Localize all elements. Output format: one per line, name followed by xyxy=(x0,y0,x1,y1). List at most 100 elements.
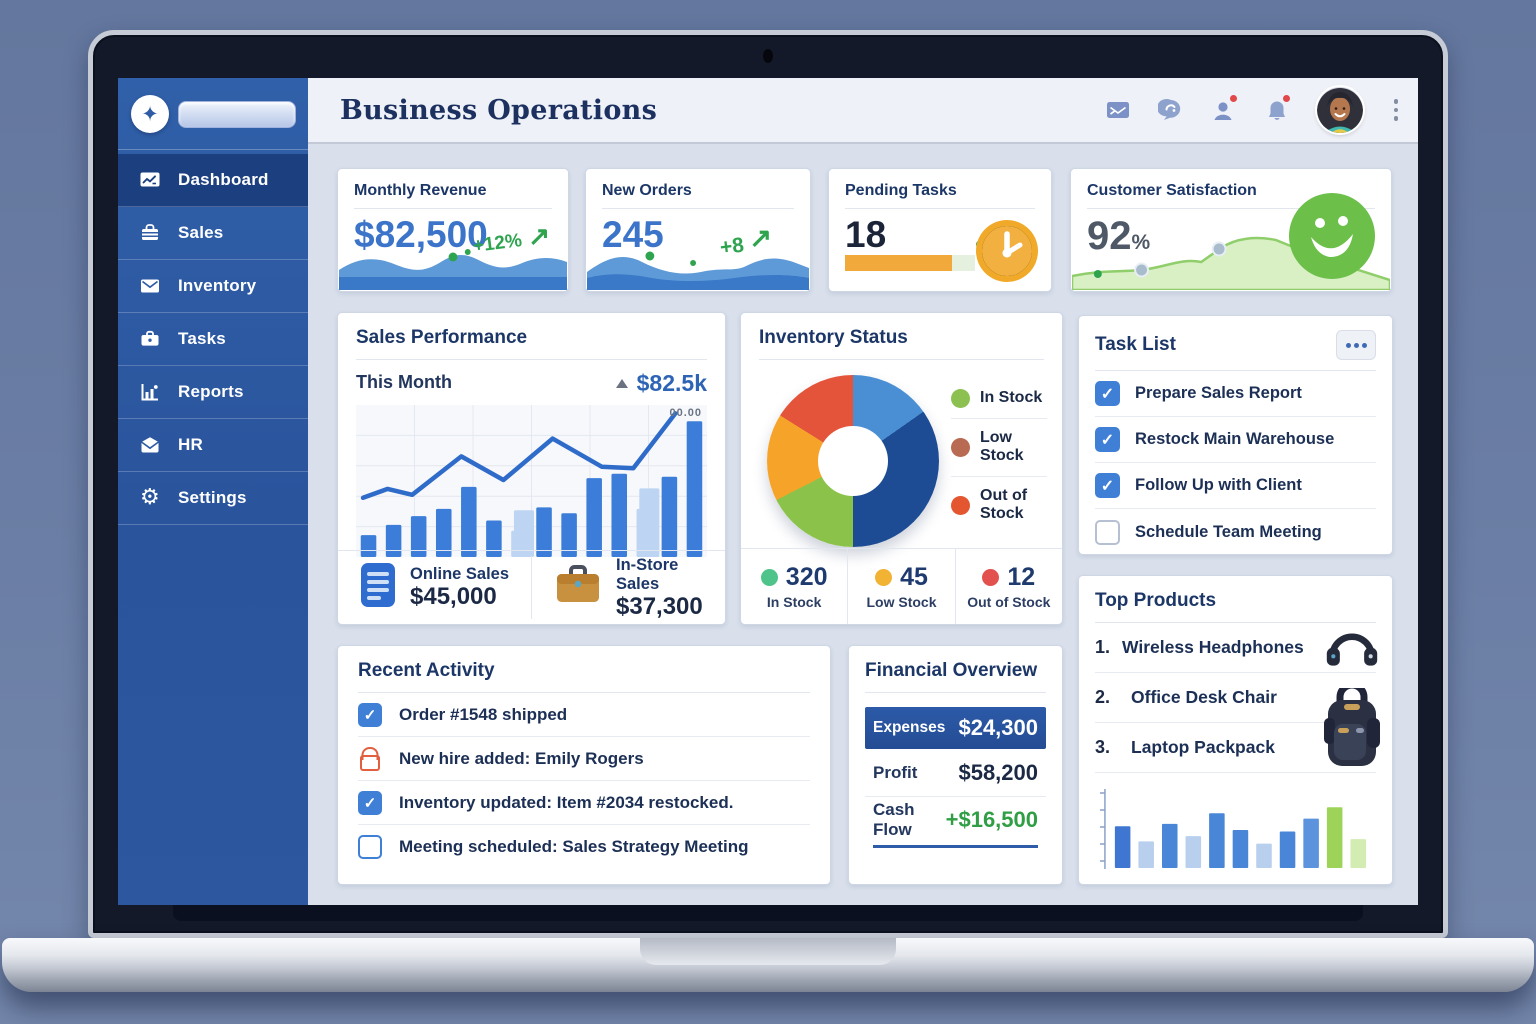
online-sales: Online Sales $45,000 xyxy=(338,562,531,613)
inventory-stats: 320 In Stock 45 Low Stock 12 Out of Stoc… xyxy=(741,548,1062,624)
sidebar-search[interactable] xyxy=(178,101,296,128)
task-row[interactable]: Follow Up with Client xyxy=(1095,463,1376,509)
sales-breakdown: Online Sales $45,000 In-Store Sales $37,… xyxy=(338,550,725,624)
period-value: $82.5k xyxy=(636,370,707,396)
activity-lock-icon xyxy=(358,747,382,771)
backpack-icon xyxy=(1320,681,1384,770)
legend-dot xyxy=(951,495,970,515)
page-title: Business Operations xyxy=(340,94,658,126)
sidebar-top xyxy=(118,78,308,150)
sidebar: Dashboard Sales Inventory xyxy=(118,78,308,905)
activity-row[interactable]: Inventory updated: Item #2034 restocked. xyxy=(358,781,810,825)
stat-dot xyxy=(875,569,893,586)
task-row[interactable]: Schedule Team Meeting xyxy=(1095,509,1376,554)
kpi-title: Monthly Revenue xyxy=(354,182,552,209)
user-avatar[interactable] xyxy=(1316,87,1363,133)
kpi-title: New Orders xyxy=(602,182,794,209)
headphones-icon xyxy=(1324,624,1380,670)
task-list-more-button[interactable] xyxy=(1336,330,1376,360)
up-triangle-icon xyxy=(615,379,628,388)
activity-row[interactable]: New hire added: Emily Rogers xyxy=(358,737,810,781)
sidebar-item-label: Inventory xyxy=(178,276,257,295)
kpi-new-orders-card: New Orders 245 +8 ↗ xyxy=(585,168,811,292)
kpi-unit: % xyxy=(1131,231,1151,254)
sidebar-item-settings[interactable]: ⚙ Settings xyxy=(118,472,308,525)
sidebar-item-reports[interactable]: Reports xyxy=(118,366,308,419)
accent-underline xyxy=(873,845,1038,848)
product-row[interactable]: 2. Office Desk Chair xyxy=(1095,673,1376,723)
legend-item: Out of Stock xyxy=(951,477,1047,534)
sidebar-item-hr[interactable]: HR xyxy=(118,419,308,472)
top-products-chart xyxy=(1095,785,1376,873)
sidebar-item-sales[interactable]: Sales xyxy=(118,207,308,260)
task-checkbox[interactable] xyxy=(1095,473,1120,498)
legend-item: Low Stock xyxy=(951,419,1047,477)
task-row[interactable]: Restock Main Warehouse xyxy=(1095,417,1376,463)
kpi-value: 92% xyxy=(1087,214,1151,258)
sales-bag-icon xyxy=(139,222,161,244)
bell-notification-icon[interactable] xyxy=(1264,93,1292,123)
profile-notification-icon[interactable] xyxy=(1211,93,1239,123)
activity-check-icon xyxy=(358,702,382,727)
task-row[interactable]: Prepare Sales Report xyxy=(1095,371,1376,417)
sidebar-nav: Dashboard Sales Inventory xyxy=(118,150,308,525)
expenses-row: Expenses $24,300 xyxy=(865,707,1046,749)
activity-row[interactable]: Order #1548 shipped xyxy=(358,693,810,737)
recent-activity-card: Recent Activity Order #1548 shipped New … xyxy=(337,645,831,885)
inventory-donut-chart xyxy=(767,375,939,547)
product-row[interactable]: 3. Laptop Packpack xyxy=(1095,723,1376,773)
bar-chart-icon xyxy=(139,381,161,403)
sidebar-item-label: Tasks xyxy=(178,329,226,348)
stat-low-stock: 45 Low Stock xyxy=(847,549,954,624)
trend-up-icon: ↗ xyxy=(528,221,550,251)
task-checkbox[interactable] xyxy=(1095,519,1120,545)
sidebar-item-label: Sales xyxy=(178,223,224,242)
kpi-value: 245 xyxy=(602,214,664,255)
briefcase-icon xyxy=(139,328,161,350)
sidebar-item-label: Dashboard xyxy=(178,170,269,189)
card-title: Financial Overview xyxy=(865,660,1046,693)
task-checkbox[interactable] xyxy=(1095,427,1120,452)
notification-dot xyxy=(1227,93,1239,104)
laptop-base-notch xyxy=(640,938,896,965)
kpi-title: Pending Tasks xyxy=(845,182,1035,209)
orders-sparkline xyxy=(587,232,809,290)
gear-icon: ⚙ xyxy=(140,485,160,510)
legend-dot xyxy=(951,389,970,408)
open-envelope-icon xyxy=(139,434,161,456)
kpi-monthly-revenue-card: Monthly Revenue $82,500 +12% ↗ xyxy=(337,168,569,292)
card-title: Recent Activity xyxy=(358,660,810,693)
tasks-progress-fill xyxy=(845,255,952,271)
kpi-delta: +8 xyxy=(718,233,746,260)
sidebar-item-tasks[interactable]: Tasks xyxy=(118,313,308,366)
activity-row[interactable]: Meeting scheduled: Sales Strategy Meetin… xyxy=(358,825,810,869)
kpi-title: Customer Satisfaction xyxy=(1087,182,1375,209)
stat-out-of-stock: 12 Out of Stock xyxy=(954,549,1062,624)
product-row[interactable]: 1. Wireless Headphones xyxy=(1095,623,1376,673)
sidebar-item-label: Reports xyxy=(178,382,244,401)
laptop-base xyxy=(2,938,1534,992)
instore-sales-label: In-Store Sales xyxy=(616,555,679,593)
donut-hole xyxy=(818,426,888,496)
kpi-value: $82,500 xyxy=(354,214,488,255)
dashboard-icon xyxy=(139,169,161,191)
inventory-legend: In Stock Low Stock Out of Stock xyxy=(951,379,1047,534)
stat-dot xyxy=(982,569,1000,586)
sidebar-item-dashboard[interactable]: Dashboard xyxy=(118,154,308,207)
legend-dot xyxy=(951,437,970,457)
task-checkbox[interactable] xyxy=(1095,381,1120,406)
instore-sales: In-Store Sales $37,300 xyxy=(531,555,725,620)
cash-flow-row: Cash Flow +$16,500 xyxy=(865,796,1046,843)
chat-icon[interactable] xyxy=(1157,97,1184,123)
search-input[interactable] xyxy=(179,102,295,127)
mail-icon[interactable] xyxy=(1105,97,1131,123)
app-window: Dashboard Sales Inventory xyxy=(118,78,1418,905)
header-actions xyxy=(1105,87,1403,133)
clock-icon xyxy=(975,219,1039,283)
sidebar-item-inventory[interactable]: Inventory xyxy=(118,260,308,313)
sales-performance-chart: 00.00 xyxy=(356,405,707,557)
more-menu-icon[interactable] xyxy=(1390,95,1403,125)
card-title: Top Products xyxy=(1095,590,1376,623)
kpi-value: 18 xyxy=(845,214,887,255)
instore-sales-value: $37,300 xyxy=(616,592,703,620)
